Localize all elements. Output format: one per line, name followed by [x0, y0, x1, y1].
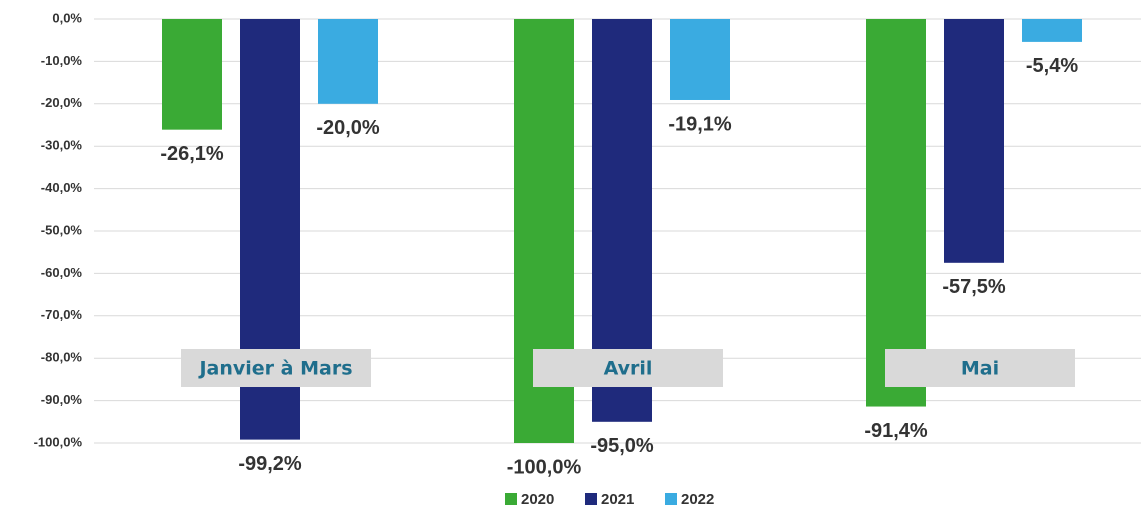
legend-label: 2022	[681, 491, 714, 508]
y-tick-label: -100,0%	[34, 434, 83, 449]
data-label: -100,0%	[507, 456, 582, 478]
data-label: -19,1%	[668, 113, 732, 135]
bar	[866, 19, 926, 407]
y-tick-label: 0,0%	[52, 10, 82, 25]
bar	[162, 19, 222, 130]
data-label: -57,5%	[942, 276, 1006, 298]
data-label: -95,0%	[590, 435, 654, 457]
y-tick-label: -10,0%	[41, 53, 83, 68]
legend-swatch	[585, 493, 597, 505]
y-tick-label: -90,0%	[41, 392, 83, 407]
data-label: -99,2%	[238, 453, 302, 475]
y-tick-label: -70,0%	[41, 307, 83, 322]
legend-label: 2020	[521, 491, 554, 508]
bar	[670, 19, 730, 100]
legend-swatch	[505, 493, 517, 505]
data-label: -20,0%	[316, 117, 380, 139]
legend-label: 2021	[601, 491, 634, 508]
data-label: -91,4%	[864, 420, 928, 442]
category-label: Avril	[604, 358, 653, 380]
bar	[944, 19, 1004, 263]
category-box	[533, 349, 723, 387]
y-tick-label: -80,0%	[41, 350, 83, 365]
category-label: Mai	[961, 358, 999, 380]
category-box	[181, 349, 371, 387]
category-label: Janvier à Mars	[197, 358, 352, 380]
y-tick-label: -50,0%	[41, 222, 83, 237]
data-label: -26,1%	[160, 143, 224, 165]
y-tick-label: -40,0%	[41, 180, 83, 195]
legend-swatch	[665, 493, 677, 505]
y-tick-label: -20,0%	[41, 95, 83, 110]
data-label: -5,4%	[1026, 55, 1078, 77]
bar	[1022, 19, 1082, 42]
bar	[318, 19, 378, 104]
y-tick-label: -30,0%	[41, 138, 83, 153]
y-tick-label: -60,0%	[41, 265, 83, 280]
category-box	[885, 349, 1075, 387]
